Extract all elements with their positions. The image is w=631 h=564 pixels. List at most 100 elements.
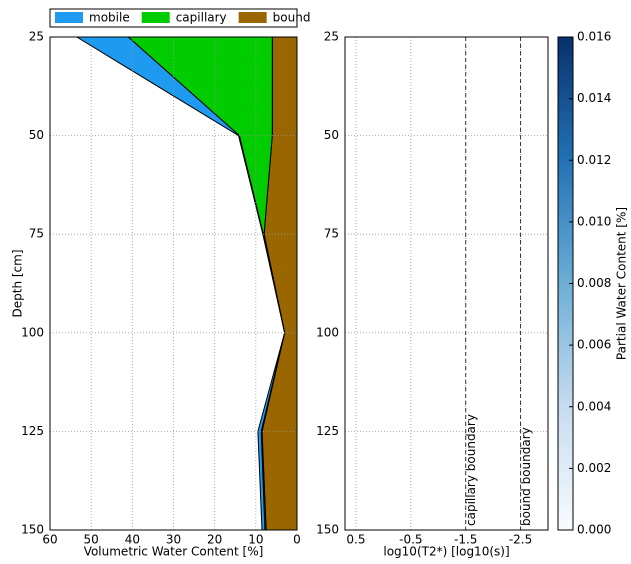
colorbar-step bbox=[558, 342, 573, 349]
x-tick-label: 20 bbox=[207, 533, 222, 547]
colorbar-step bbox=[558, 101, 573, 107]
colorbar-step bbox=[558, 175, 573, 181]
colorbar-step bbox=[558, 318, 573, 324]
colorbar-step bbox=[558, 505, 573, 511]
colorbar-step bbox=[558, 490, 573, 496]
colorbar-step bbox=[558, 441, 573, 447]
colorbar-step bbox=[558, 115, 573, 122]
y-tick-label: 50 bbox=[324, 128, 339, 142]
colorbar-step bbox=[558, 396, 573, 403]
colorbar-step bbox=[558, 377, 573, 383]
colorbar-step bbox=[558, 160, 573, 166]
y-axis-label: Depth [cm] bbox=[11, 249, 25, 317]
y-tick-label: 75 bbox=[29, 227, 44, 241]
colorbar-step bbox=[558, 66, 573, 73]
colorbar-step bbox=[558, 219, 573, 225]
x-tick-label: 40 bbox=[125, 533, 140, 547]
colorbar-tick-label: 0.008 bbox=[577, 276, 611, 290]
colorbar-step bbox=[558, 475, 573, 482]
colorbar-step bbox=[558, 229, 573, 235]
colorbar-step bbox=[558, 451, 573, 457]
colorbar-tick-label: 0.006 bbox=[577, 338, 611, 352]
colorbar-step bbox=[558, 426, 573, 432]
colorbar-step bbox=[558, 446, 573, 452]
colorbar-step bbox=[558, 263, 573, 270]
colorbar-step bbox=[558, 480, 573, 487]
legend: mobile capillary bound bbox=[49, 8, 311, 28]
plot-frame bbox=[344, 36, 549, 531]
y-tick-label: 150 bbox=[21, 523, 44, 537]
colorbar-step bbox=[558, 308, 573, 314]
colorbar-step bbox=[558, 209, 573, 215]
colorbar-step bbox=[558, 204, 573, 211]
colorbar-step bbox=[558, 150, 573, 156]
legend-swatch bbox=[238, 12, 267, 23]
colorbar-tick-label: 0.002 bbox=[577, 461, 611, 475]
y-tick-label: 25 bbox=[324, 30, 339, 44]
colorbar-step bbox=[558, 421, 573, 427]
colorbar-step bbox=[558, 352, 573, 358]
colorbar-step bbox=[558, 283, 573, 289]
colorbar-step bbox=[558, 239, 573, 245]
colorbar-step bbox=[558, 253, 573, 260]
y-tick-label: 25 bbox=[29, 30, 44, 44]
colorbar-step bbox=[558, 515, 573, 521]
x-axis-label: log10(T2*) [log10(s)] bbox=[383, 545, 509, 559]
colorbar-step bbox=[558, 135, 573, 142]
colorbar-step bbox=[558, 258, 573, 265]
colorbar-step bbox=[558, 130, 573, 137]
colorbar-step bbox=[558, 37, 573, 43]
colorbar-step bbox=[558, 194, 573, 201]
colorbar-step bbox=[558, 495, 573, 501]
colorbar-step bbox=[558, 288, 573, 294]
colorbar-step bbox=[558, 322, 573, 329]
x-tick-label: -1.5 bbox=[454, 533, 477, 547]
colorbar-step bbox=[558, 56, 573, 63]
colorbar-step bbox=[558, 199, 573, 206]
colorbar-step bbox=[558, 170, 573, 176]
y-tick-label: 50 bbox=[29, 128, 44, 142]
colorbar-label: Partial Water Content [%] bbox=[615, 207, 629, 360]
colorbar-step bbox=[558, 332, 573, 339]
colorbar-step bbox=[558, 140, 573, 146]
colorbar-step bbox=[558, 401, 573, 408]
colorbar-step bbox=[558, 293, 573, 299]
colorbar-step bbox=[558, 387, 573, 393]
x-tick-label: 0 bbox=[293, 533, 301, 547]
colorbar-step bbox=[558, 76, 573, 82]
colorbar-step bbox=[558, 372, 573, 378]
y-tick-label: 75 bbox=[324, 227, 339, 241]
legend-label: capillary bbox=[176, 11, 227, 25]
x-axis-label: Volumetric Water Content [%] bbox=[84, 545, 264, 559]
colorbar-step bbox=[558, 357, 573, 363]
colorbar-tick-label: 0.000 bbox=[577, 523, 611, 537]
colorbar-step bbox=[558, 248, 573, 255]
x-tick-label: -2.5 bbox=[509, 533, 532, 547]
legend-box bbox=[49, 8, 298, 28]
colorbar-step bbox=[558, 362, 573, 368]
y-tick-label: 125 bbox=[21, 424, 44, 438]
colorbar-step bbox=[558, 416, 573, 423]
colorbar-step bbox=[558, 391, 573, 398]
colorbar-step bbox=[558, 234, 573, 240]
plot-frame bbox=[49, 36, 298, 531]
colorbar-step bbox=[558, 268, 573, 275]
y-tick-label: 150 bbox=[316, 523, 339, 537]
colorbar-step bbox=[558, 224, 573, 230]
colorbar-tick-label: 0.014 bbox=[577, 91, 611, 105]
colorbar-step bbox=[558, 273, 573, 280]
legend-label: bound bbox=[273, 11, 311, 25]
y-tick-label: 100 bbox=[316, 325, 339, 339]
colorbar-step bbox=[558, 106, 573, 112]
legend-swatch bbox=[141, 12, 170, 23]
colorbar-step bbox=[558, 436, 573, 442]
colorbar-step bbox=[558, 145, 573, 151]
x-tick-label: -0.5 bbox=[399, 533, 422, 547]
x-tick-label: 60 bbox=[42, 533, 57, 547]
colorbar-step bbox=[558, 125, 573, 132]
colorbar-step bbox=[558, 86, 573, 92]
colorbar-step bbox=[558, 500, 573, 506]
colorbar-step bbox=[558, 525, 573, 531]
colorbar-step bbox=[558, 278, 573, 284]
